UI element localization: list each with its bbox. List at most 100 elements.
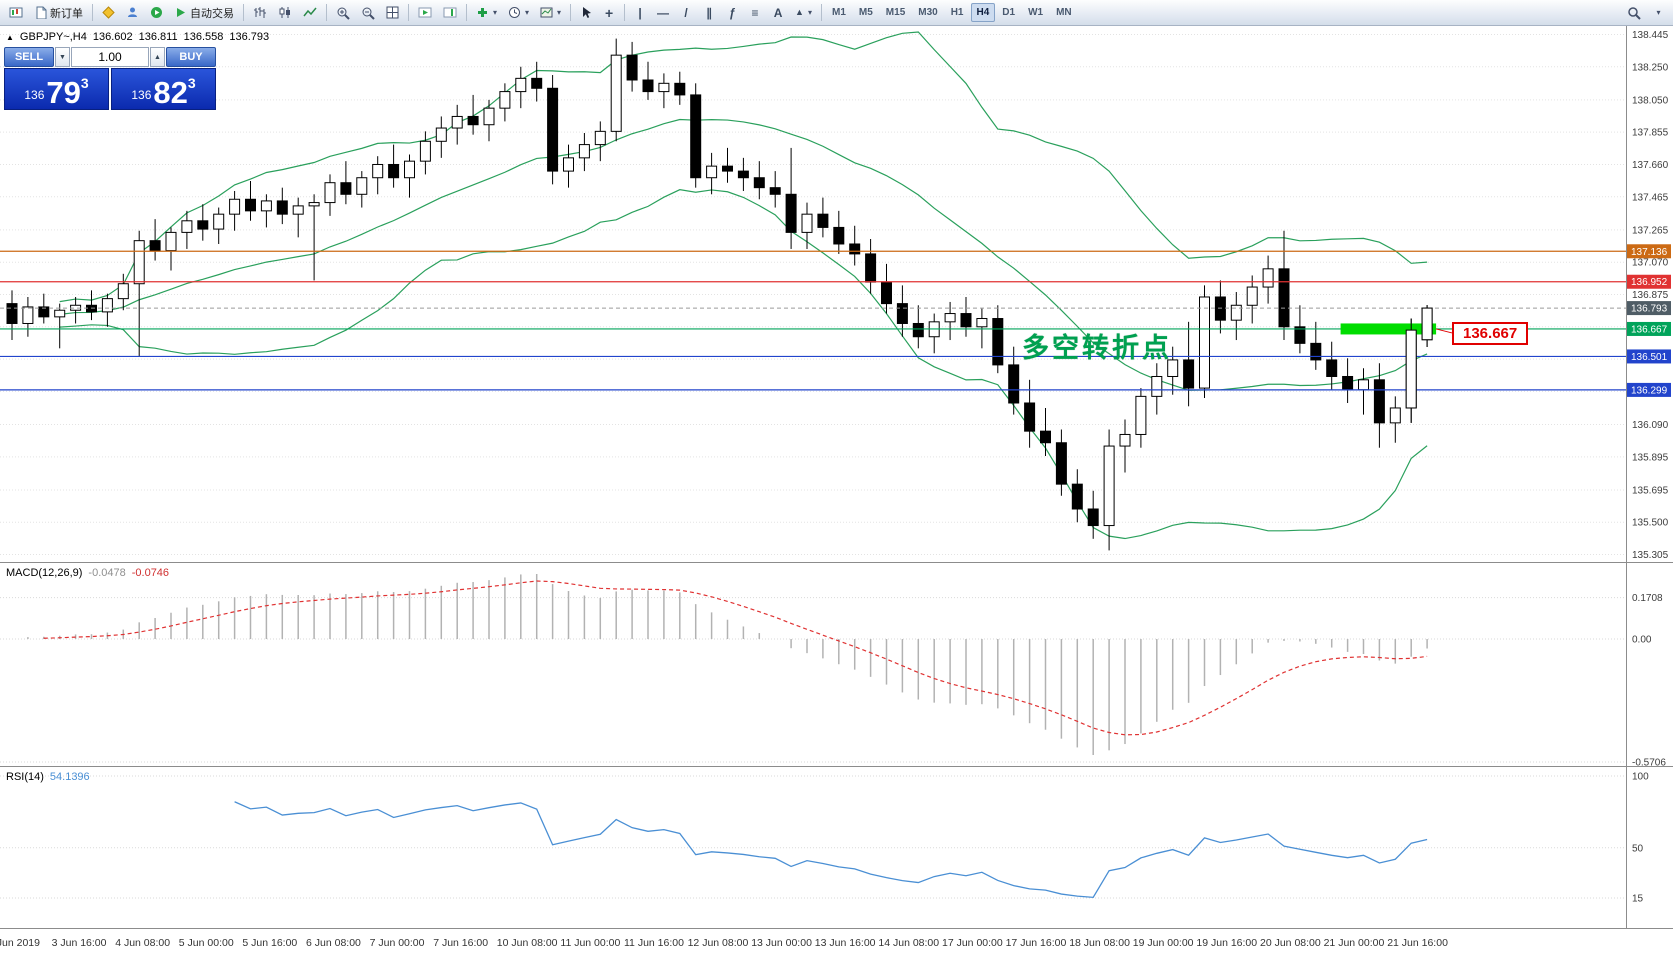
new-chart-button[interactable] [4,2,28,23]
svg-text:100: 100 [1632,772,1649,783]
svg-text:12 Jun 08:00: 12 Jun 08:00 [688,937,749,949]
svg-text:19 Jun 16:00: 19 Jun 16:00 [1196,937,1257,949]
symbol-label: GBPJPY~,H4 [19,31,87,43]
timeframe-h4-button[interactable]: H4 [970,3,996,22]
timeframe-m1-button[interactable]: M1 [831,7,846,18]
periods-button[interactable]: ▾ [503,2,534,23]
channel-button[interactable]: ∥ [698,2,720,23]
svg-text:136.952: 136.952 [1631,277,1668,288]
timeframe-mn-button[interactable]: MN [1056,7,1072,18]
favorites-icon [102,6,115,19]
zoom-in-button[interactable] [331,2,355,23]
svg-text:19 Jun 00:00: 19 Jun 00:00 [1133,937,1194,949]
svg-text:5 Jun 16:00: 5 Jun 16:00 [242,937,297,949]
svg-text:136.299: 136.299 [1631,385,1668,396]
high-value: 136.811 [138,31,178,43]
templates-button[interactable]: ▾ [535,2,566,23]
indicators-button[interactable]: ▾ [471,2,502,23]
bid-price-point: 3 [80,75,89,91]
bar-chart-button[interactable] [248,2,272,23]
crosshair-icon: + [604,4,614,21]
auto-trading-label: 自动交易 [190,7,234,20]
toolbar-separator [408,4,409,21]
add-indicator-icon [478,8,487,17]
toolbar-options-button[interactable]: ▾ [1647,2,1669,23]
new-order-button[interactable]: 新订单 [29,2,88,23]
auto-trading-button[interactable]: 自动交易 [169,2,239,23]
search-button[interactable] [1622,2,1646,23]
new-chart-icon [9,7,23,18]
volume-input[interactable] [71,47,149,67]
vertical-line-button[interactable]: | [629,2,651,23]
svg-text:135.305: 135.305 [1632,550,1669,561]
macd-indicator-label: MACD(12,26,9) -0.0478 -0.0746 [6,567,169,579]
accounts-button[interactable] [121,2,144,23]
chevron-down-icon: ▾ [807,8,812,17]
candlestick-chart-button[interactable] [273,2,297,23]
ask-price-prefix: 136 [131,88,152,102]
ask-price-pips: 82 [153,74,188,110]
price-callout-label[interactable]: 136.667 [1452,322,1529,345]
shapes-button[interactable]: ≡ [744,2,766,23]
crosshair-button[interactable]: + [598,2,620,23]
svg-text:6 Jun 08:00: 6 Jun 08:00 [306,937,361,949]
line-chart-icon [303,7,317,17]
zoom-out-button[interactable] [356,2,380,23]
bid-price-panel[interactable]: 136 79 3 [4,68,109,110]
sell-button[interactable]: SELL [4,47,54,67]
rsi-value: 54.1396 [49,771,90,783]
new-order-label: 新订单 [50,7,83,20]
timeframe-m5-button[interactable]: M5 [858,7,873,18]
svg-text:3 Jun 16:00: 3 Jun 16:00 [52,937,107,949]
bid-price-pips: 79 [46,74,81,110]
svg-text:7 Jun 16:00: 7 Jun 16:00 [433,937,488,949]
macd-signal-value: -0.0746 [131,567,170,579]
profile-icon [128,7,137,17]
tile-windows-button[interactable] [381,2,404,23]
tile-windows-icon [386,6,399,19]
ask-price-point: 3 [187,75,196,91]
toolbar-separator [92,4,93,21]
svg-text:136.501: 136.501 [1631,352,1668,363]
refresh-button[interactable] [145,2,168,23]
horizontal-line-button[interactable]: — [652,2,674,23]
chevron-down-icon: ▾ [1656,8,1661,17]
svg-text:17 Jun 00:00: 17 Jun 00:00 [942,937,1003,949]
arrows-button[interactable]: ▲ ▾ [790,2,817,23]
timeframe-h1-button[interactable]: H1 [950,7,964,18]
bid-price-prefix: 136 [24,88,45,102]
volume-increase-button[interactable]: ▲ [150,47,165,67]
timeframe-m30-button[interactable]: M30 [918,7,938,18]
zoom-in-icon [337,7,350,20]
volume-decrease-button[interactable]: ▼ [55,47,70,67]
svg-text:137.265: 137.265 [1632,225,1669,236]
chart-text-annotation[interactable]: 多空转折点 [1022,333,1172,363]
buy-button[interactable]: BUY [166,47,216,67]
favorites-button[interactable] [97,2,120,23]
chevron-down-icon: ▾ [525,8,530,17]
timeframe-m15-button[interactable]: M15 [885,7,906,18]
text-button[interactable]: A [767,2,789,23]
svg-text:14 Jun 08:00: 14 Jun 08:00 [878,937,939,949]
toolbar-separator [820,4,822,21]
svg-text:3 Jun 2019: 3 Jun 2019 [0,937,40,949]
refresh-icon [151,7,162,18]
svg-text:7 Jun 00:00: 7 Jun 00:00 [370,937,425,949]
auto-scroll-button[interactable] [413,2,437,23]
fibonacci-icon: ƒ [728,5,736,20]
cursor-icon [583,7,592,18]
timeframe-w1-button[interactable]: W1 [1028,7,1044,18]
ask-price-panel[interactable]: 136 82 3 [111,68,216,110]
chart-shift-button[interactable] [438,2,462,23]
fibonacci-button[interactable]: ƒ [721,2,743,23]
auto-trading-play-icon [177,8,185,17]
line-chart-button[interactable] [298,2,322,23]
vertical-line-icon: | [638,5,642,20]
trendline-button[interactable]: / [675,2,697,23]
svg-text:11 Jun 00:00: 11 Jun 00:00 [560,937,620,949]
timeframe-d1-button[interactable]: D1 [1002,7,1016,18]
clock-icon [509,7,521,18]
cursor-button[interactable] [575,2,597,23]
